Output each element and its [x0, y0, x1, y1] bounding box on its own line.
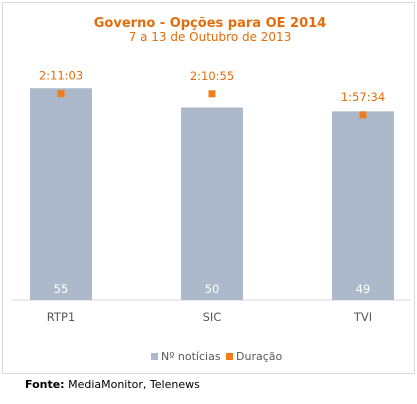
legend-label-noticias: Nº notícias: [161, 350, 221, 363]
duration-label-sic: 2:10:55: [190, 69, 234, 83]
legend: Nº notícias Duração: [151, 350, 282, 363]
duration-label-rtp1: 2:11:03: [39, 69, 83, 83]
bar-value-sic: 50: [205, 282, 220, 296]
markers-group: 2:11:03 2:10:55 1:57:34: [39, 69, 385, 119]
duration-marker-sic: [208, 90, 216, 98]
bars-group: 55 RTP1 50 SIC 49 TVI: [30, 88, 394, 324]
source-note: Fonte: MediaMonitor, Telenews: [25, 378, 200, 391]
legend-swatch-noticias: [151, 353, 158, 360]
source-text: MediaMonitor, Telenews: [64, 378, 200, 391]
x-tick-rtp1: RTP1: [47, 310, 75, 324]
legend-swatch-duracao: [226, 353, 233, 360]
chart-subtitle: 7 a 13 de Outubro de 2013: [129, 30, 292, 44]
duration-label-tvi: 1:57:34: [341, 90, 385, 104]
x-tick-tvi: TVI: [353, 310, 372, 324]
bar-sic: [181, 107, 243, 300]
bar-tvi: [332, 111, 394, 300]
chart-frame: Governo - Opções para OE 2014 7 a 13 de …: [2, 2, 415, 374]
bar-rtp1: [30, 88, 92, 300]
bar-value-rtp1: 55: [54, 282, 69, 296]
duration-marker-tvi: [359, 111, 367, 119]
chart: Governo - Opções para OE 2014 7 a 13 de …: [11, 16, 411, 363]
source-label: Fonte:: [25, 378, 65, 391]
chart-title: Governo - Opções para OE 2014: [94, 16, 326, 31]
legend-label-duracao: Duração: [236, 350, 282, 363]
x-tick-sic: SIC: [203, 310, 222, 324]
bar-value-tvi: 49: [356, 282, 371, 296]
duration-marker-rtp1: [57, 90, 65, 98]
